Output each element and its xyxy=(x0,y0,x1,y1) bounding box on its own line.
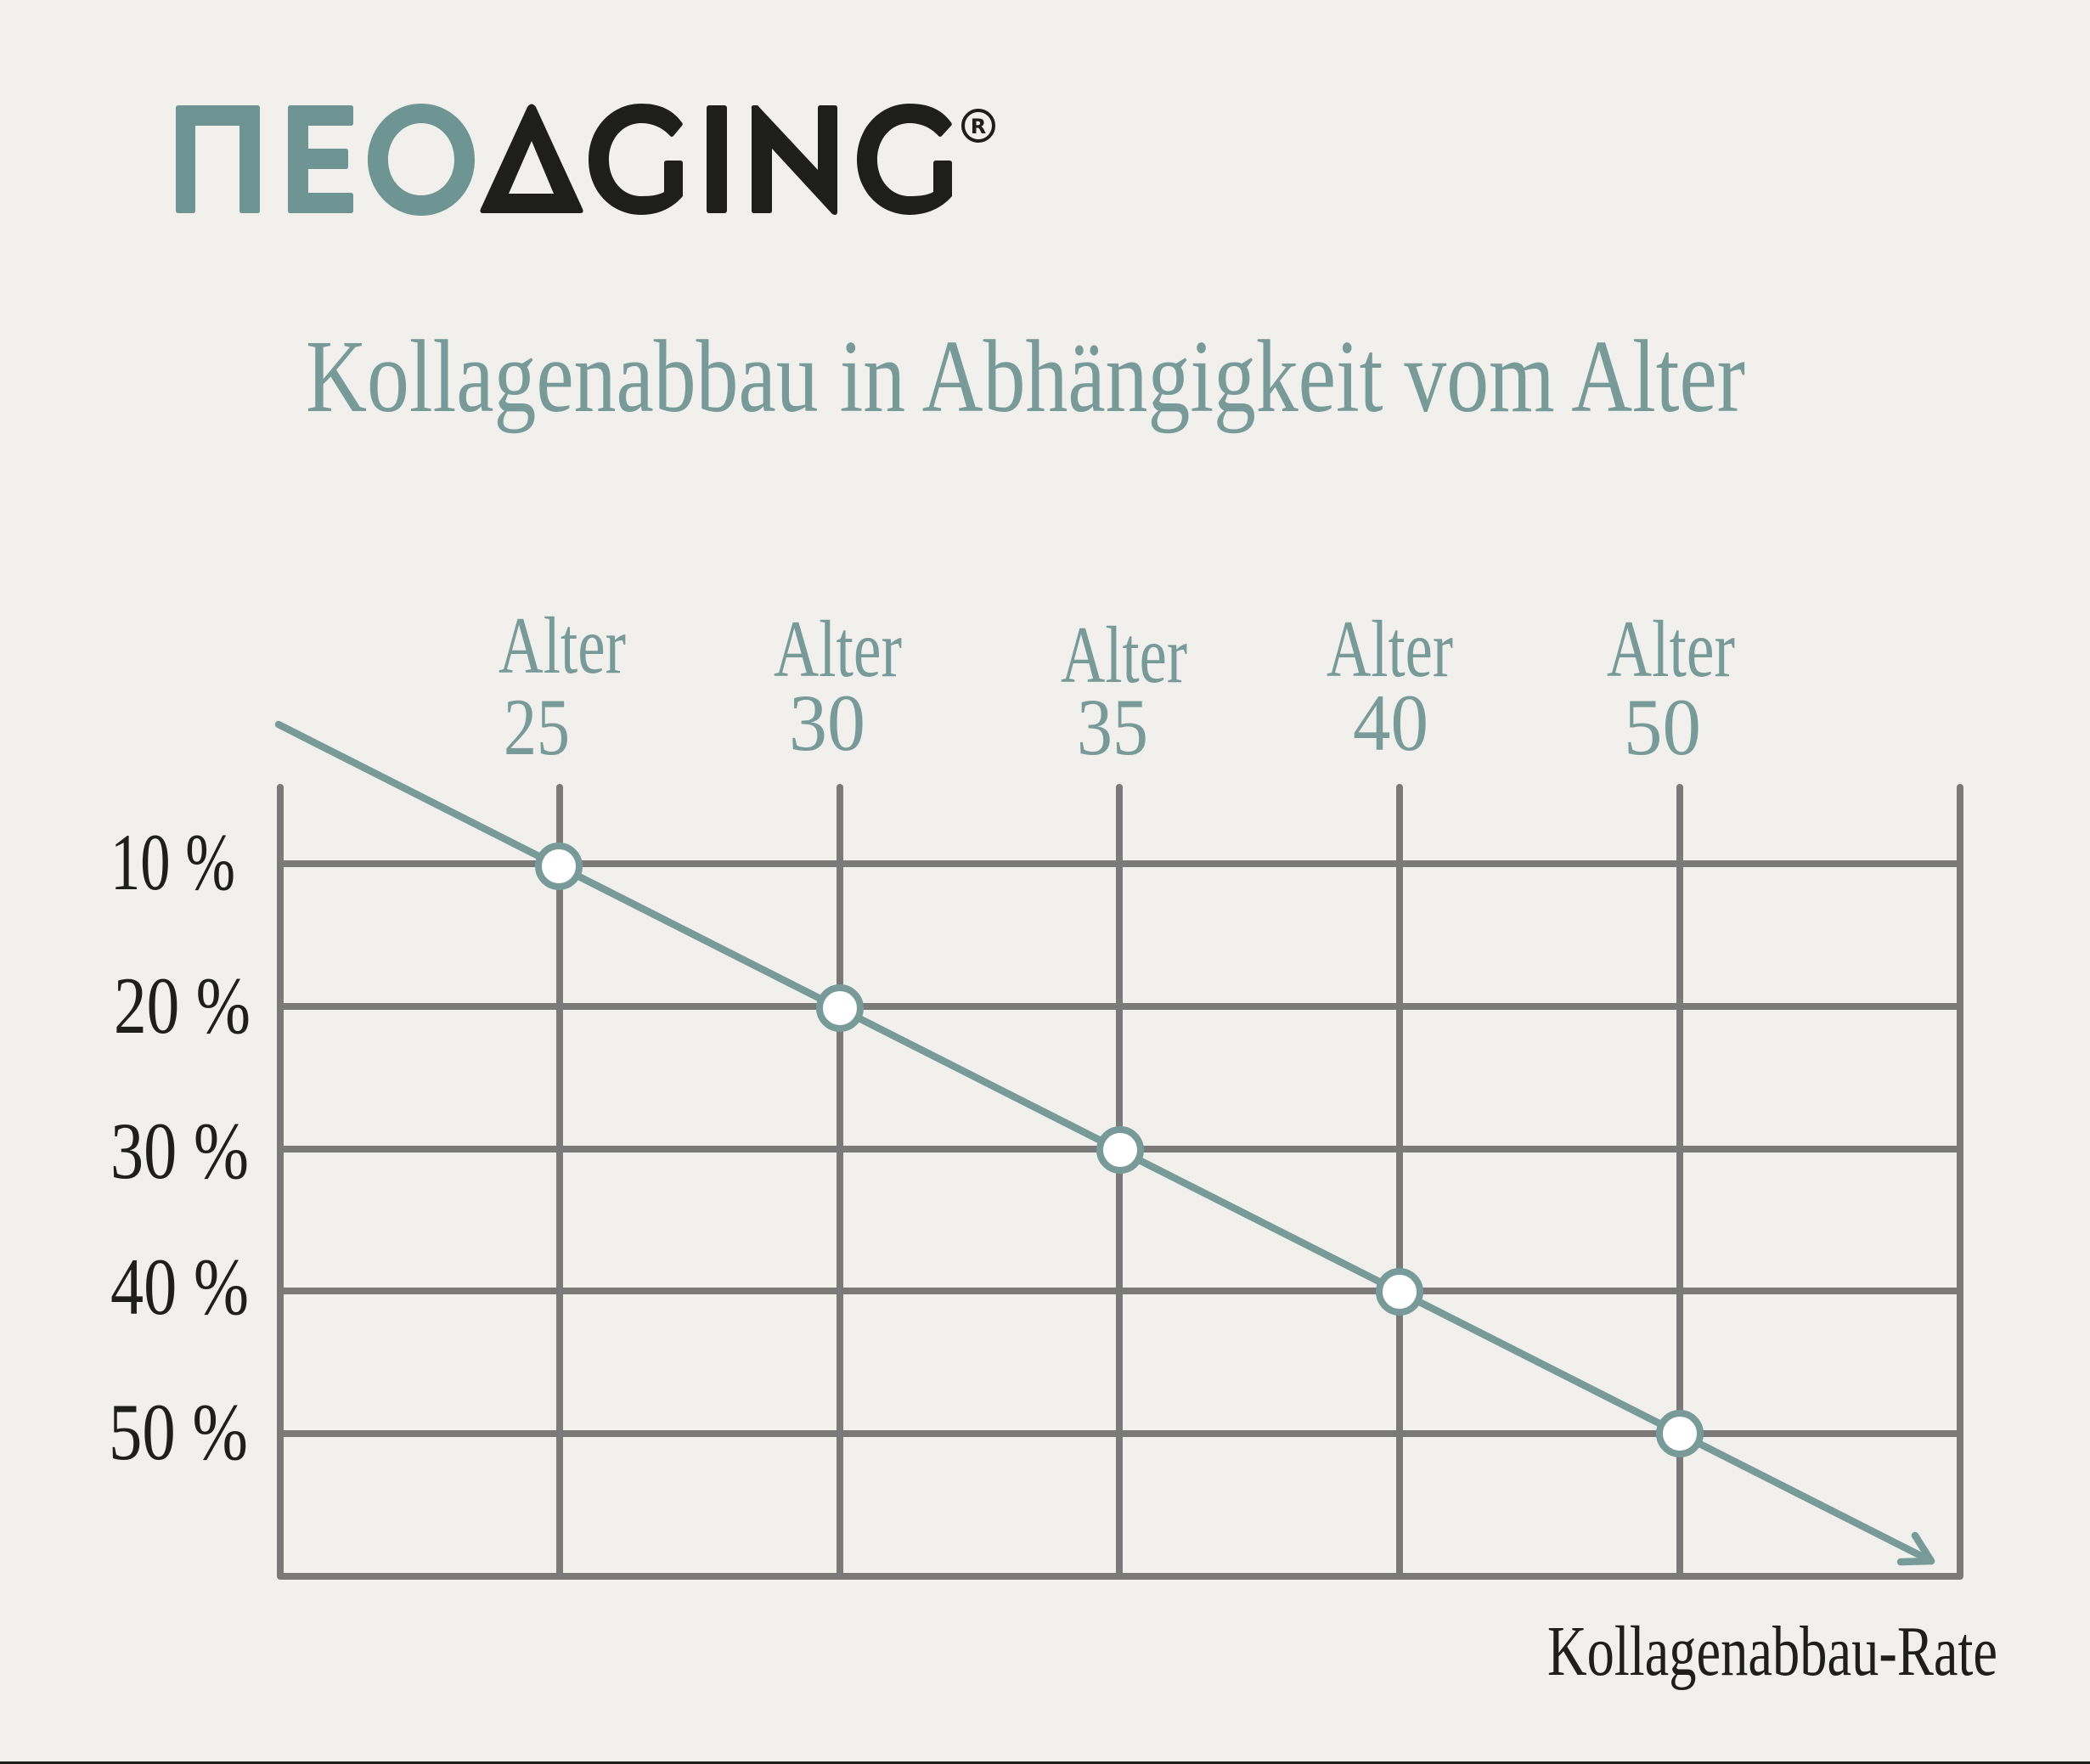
x-label-value: 40 xyxy=(1353,678,1428,768)
logo-letter-g1 xyxy=(589,104,683,215)
logo-letter-i xyxy=(707,105,727,213)
x-axis-labels: Alter 25 Alter 30 Alter 35 Alter 40 Alte… xyxy=(499,600,1735,772)
chart-grid xyxy=(277,784,1963,1580)
data-point-50 xyxy=(1656,1410,1704,1457)
x-label-line1: Alter xyxy=(1061,610,1187,700)
logo-letter-g2 xyxy=(857,104,952,215)
bottom-border xyxy=(0,1761,2090,1764)
arrowhead-icon xyxy=(1896,1531,1935,1566)
data-point-40 xyxy=(1376,1268,1423,1316)
x-label-value: 25 xyxy=(504,682,570,772)
x-label-line1: Alter xyxy=(1607,604,1735,694)
x-label-value: 30 xyxy=(789,678,865,768)
x-label-line1: Alter xyxy=(774,604,902,694)
y-label: 30 % xyxy=(110,1106,249,1196)
y-label: 50 % xyxy=(109,1387,248,1477)
chart-title: Kollagenabbau in Abhängigkeit vom Alter xyxy=(306,319,1745,434)
x-label-value: 35 xyxy=(1077,682,1148,772)
axis-label-rate: Kollagenabbau-Rate xyxy=(1547,1612,1997,1691)
data-point-25 xyxy=(535,843,583,890)
logo-letter-o xyxy=(368,104,475,216)
logo-letter-n xyxy=(751,105,837,215)
brand-logo: NEOAGING R xyxy=(176,104,995,216)
svg-text:R: R xyxy=(971,115,986,138)
x-label-value: 50 xyxy=(1624,682,1701,772)
y-label: 10 % xyxy=(110,817,235,907)
y-label: 40 % xyxy=(110,1242,249,1332)
data-point-35 xyxy=(1096,1126,1144,1174)
y-label: 20 % xyxy=(114,961,251,1051)
y-axis-labels: 10 % 20 % 30 % 40 % 50 % xyxy=(109,817,251,1477)
data-point-30 xyxy=(816,984,864,1032)
logo-letter-e xyxy=(288,105,353,213)
registered-mark-icon: R xyxy=(961,109,995,143)
logo-letter-pi xyxy=(176,105,260,213)
logo-letter-delta xyxy=(480,104,583,213)
data-markers xyxy=(535,843,1704,1457)
x-label-line1: Alter xyxy=(1327,604,1453,694)
x-label-line1: Alter xyxy=(499,600,626,690)
